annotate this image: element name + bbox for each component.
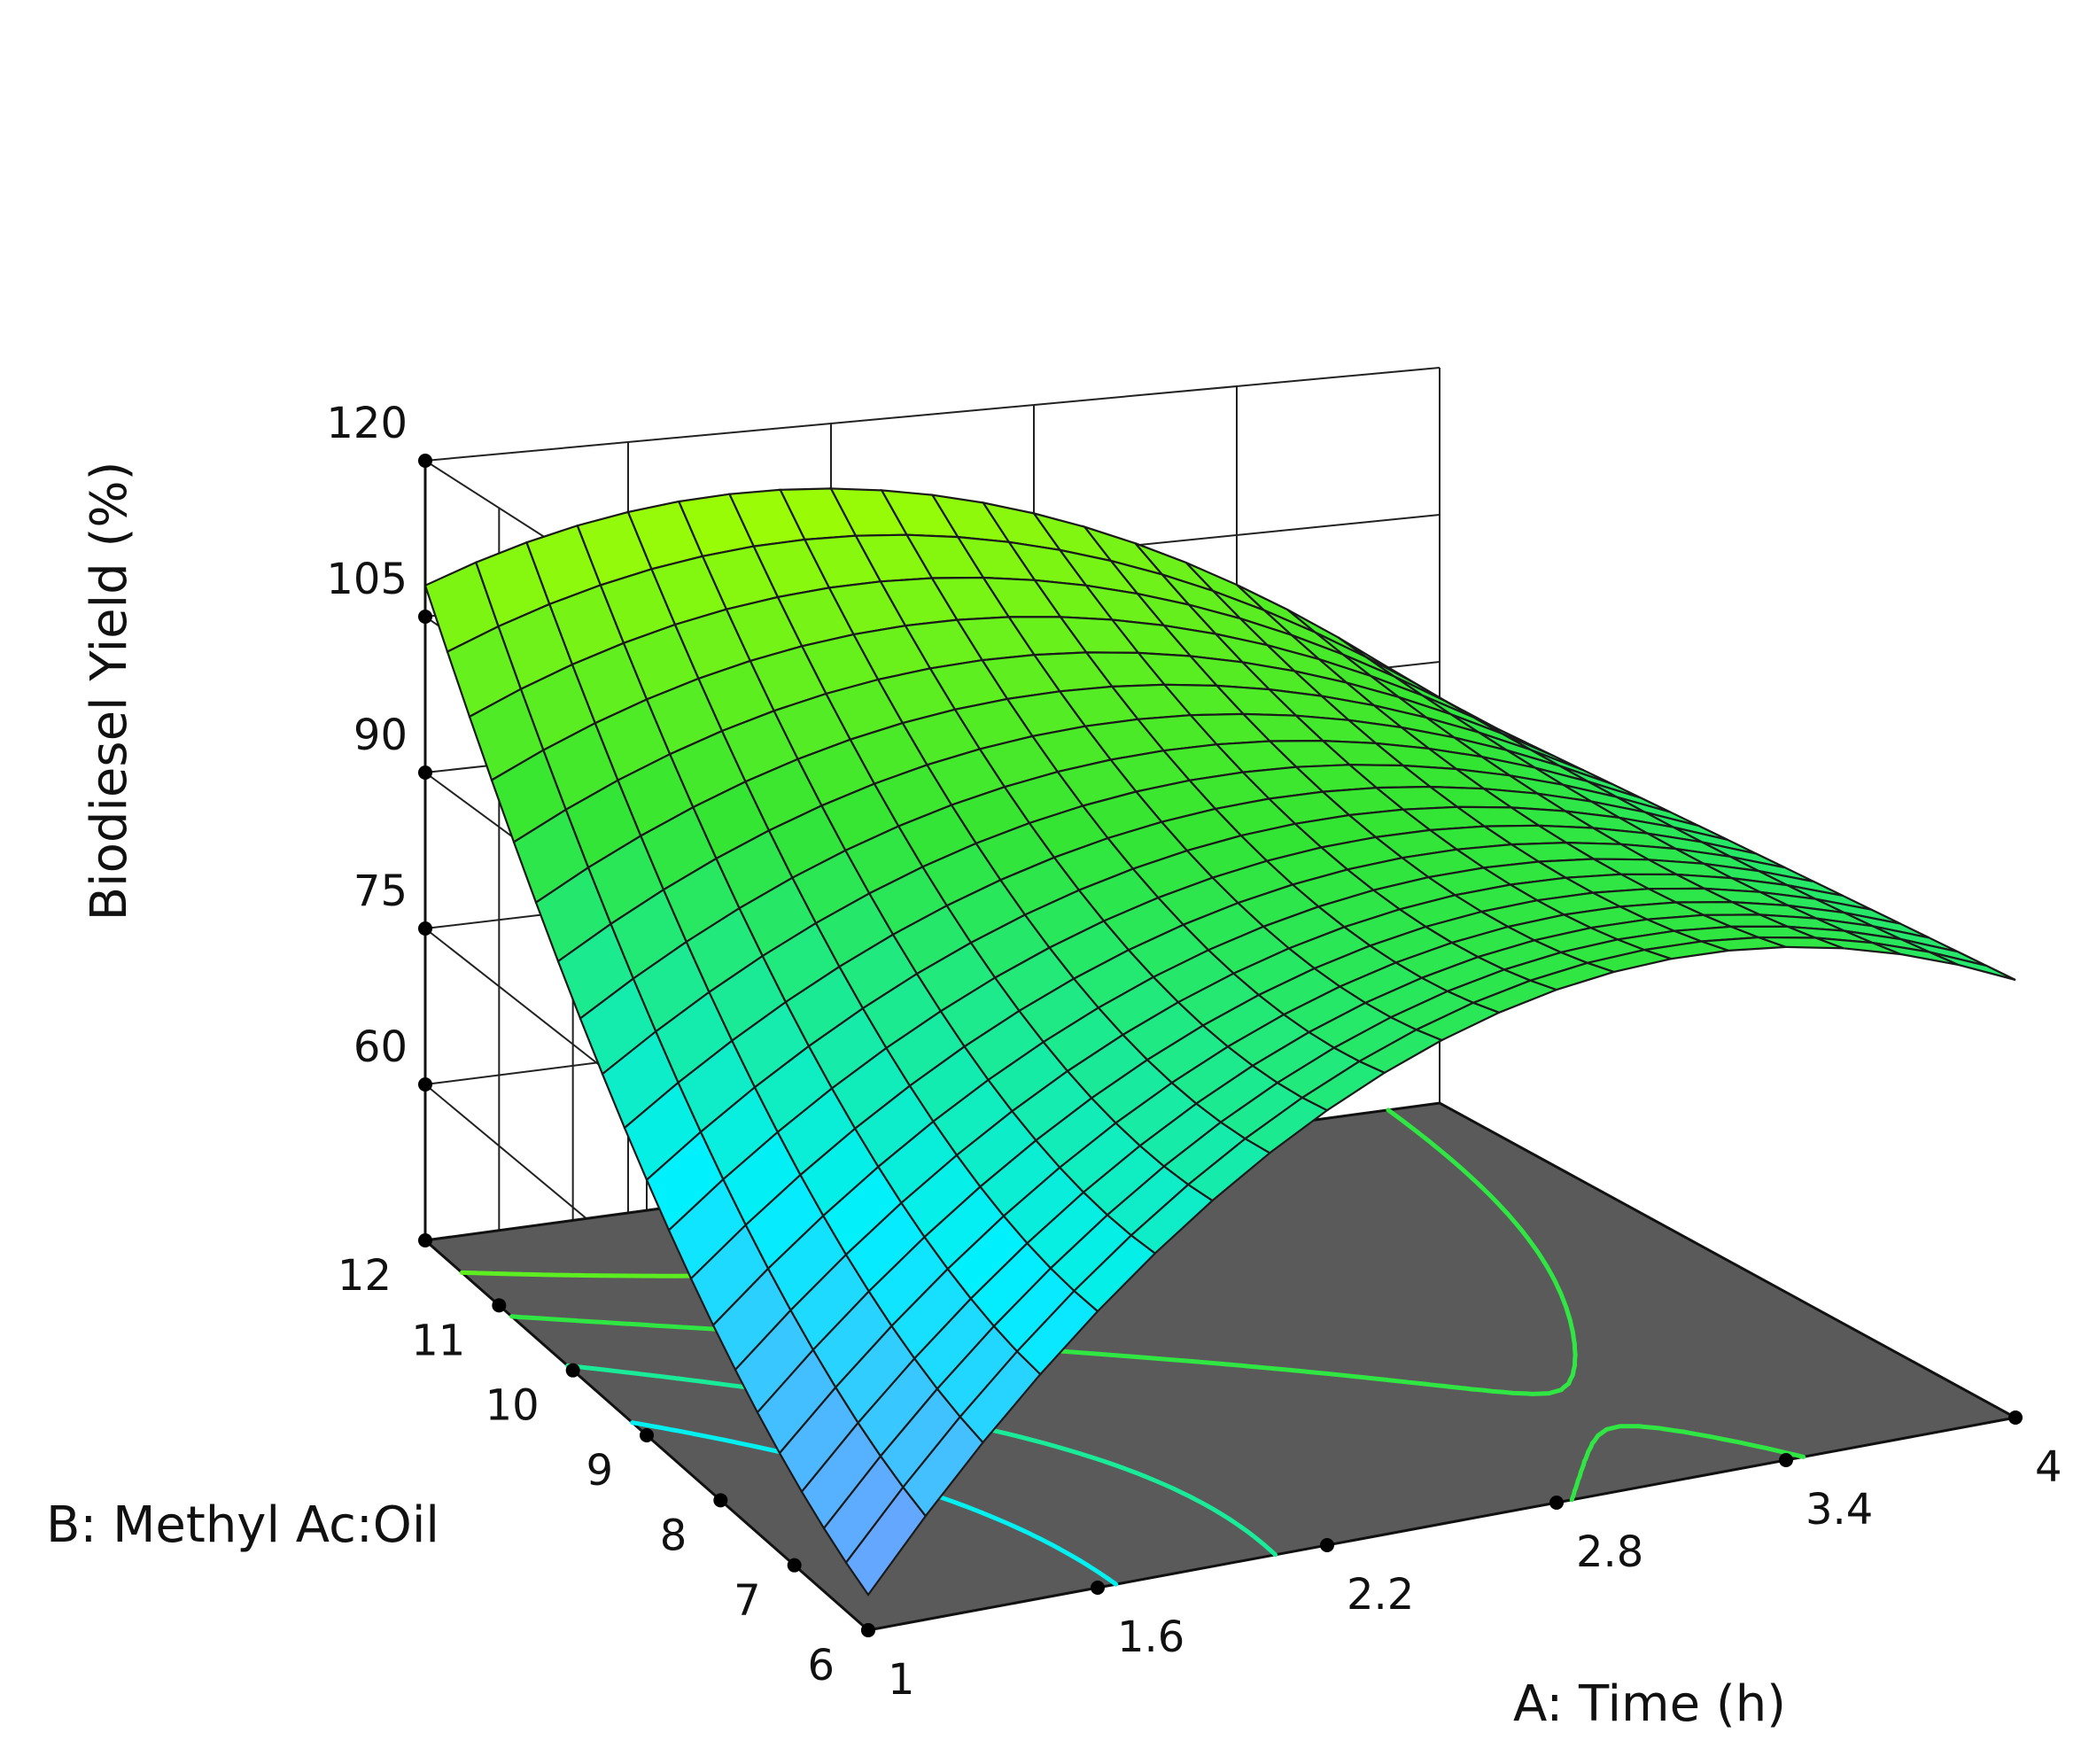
y-axis-title: B: Methyl Ac:Oil — [46, 1496, 439, 1554]
y-tick-label: 9 — [586, 1446, 613, 1496]
z-tick-label: 105 — [326, 555, 408, 604]
z-tick-label: 90 — [353, 711, 408, 760]
y-tick-label: 8 — [660, 1511, 687, 1560]
y-tick-label: 6 — [807, 1641, 835, 1690]
z-tick-label: 120 — [326, 399, 408, 448]
z-tick-label: 75 — [353, 866, 408, 916]
x-tick-label: 4 — [2035, 1442, 2062, 1492]
y-tick-mark — [640, 1428, 654, 1442]
y-tick-mark — [565, 1363, 580, 1378]
y-tick-label: 12 — [338, 1251, 392, 1301]
y-tick-label: 11 — [411, 1316, 465, 1365]
y-tick-label: 7 — [734, 1576, 761, 1626]
response-surface — [423, 487, 2016, 1597]
x-tick-mark — [1549, 1496, 1564, 1510]
x-tick-mark — [861, 1623, 875, 1637]
x-tick-label: 1 — [888, 1655, 915, 1705]
x-tick-mark — [1091, 1581, 1105, 1595]
y-tick-mark — [492, 1298, 507, 1313]
x-tick-mark — [2008, 1410, 2023, 1425]
x-tick-label: 1.6 — [1117, 1612, 1184, 1662]
y-tick-mark — [418, 1233, 432, 1247]
z-tick-mark — [418, 610, 432, 624]
y-tick-mark — [787, 1558, 802, 1573]
z-tick-mark — [418, 921, 432, 936]
axes — [418, 454, 2023, 1637]
y-tick-mark — [713, 1493, 728, 1508]
z-tick-mark — [418, 765, 432, 780]
x-tick-label: 3.4 — [1806, 1485, 1873, 1535]
x-tick-label: 2.2 — [1347, 1570, 1414, 1620]
x-tick-label: 2.8 — [1576, 1527, 1643, 1577]
x-axis-title: A: Time (h) — [1513, 1675, 1786, 1733]
y-tick-label: 10 — [485, 1381, 540, 1431]
z-tick-label: 60 — [353, 1022, 408, 1072]
z-axis-title: Biodiesel Yield (%) — [81, 462, 138, 921]
z-tick-mark — [418, 1077, 432, 1092]
surface-cell — [1929, 951, 2016, 982]
z-tick-mark — [418, 454, 432, 468]
x-tick-mark — [1779, 1453, 1793, 1467]
x-tick-mark — [1320, 1538, 1334, 1552]
